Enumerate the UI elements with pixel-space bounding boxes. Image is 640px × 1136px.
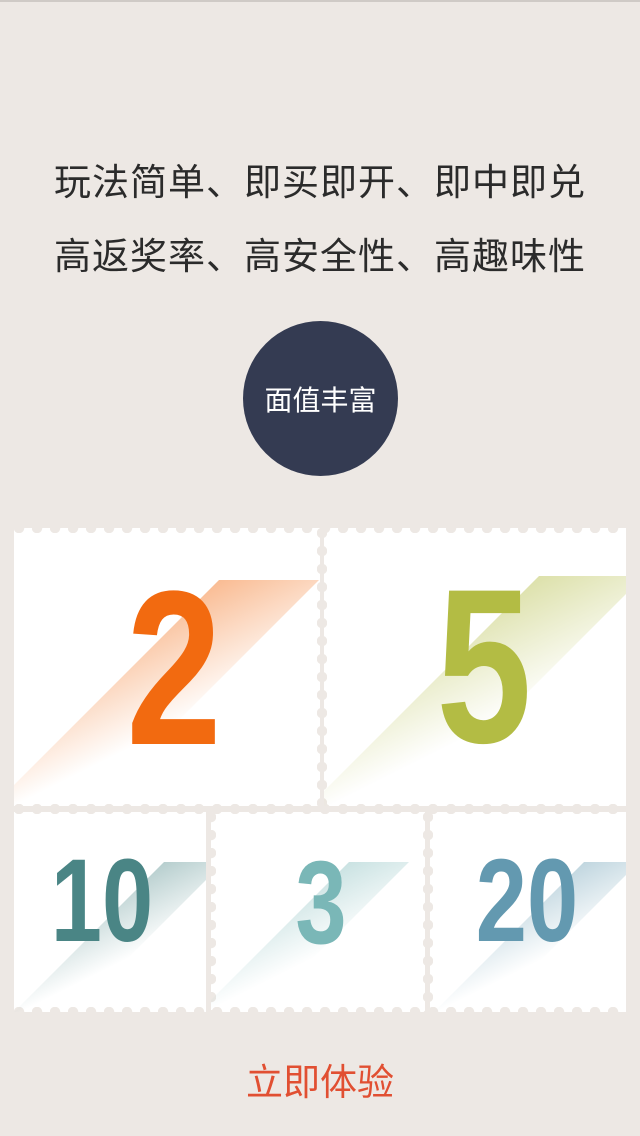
stamp-denomination-5: 5 — [324, 528, 626, 806]
perforation-vertical-top — [317, 528, 327, 808]
top-divider — [0, 0, 640, 2]
perforation-bottom — [14, 1007, 626, 1017]
denomination-value-5: 5 — [436, 543, 532, 789]
denomination-stamps: 2 5 10 3 20 — [14, 523, 626, 1017]
perforation-vertical-bottom-left — [206, 812, 216, 1012]
perforation-vertical-bottom-right — [423, 812, 433, 1012]
stamp-denomination-20: 20 — [430, 812, 626, 1012]
intro-line-2: 高返奖率、高安全性、高趣味性 — [54, 235, 586, 278]
denominations-badge: 面值丰富 — [243, 321, 398, 476]
stamp-denomination-10: 10 — [14, 812, 206, 1012]
denomination-value-20: 20 — [475, 835, 579, 967]
stamp-denomination-3: 3 — [211, 812, 425, 1012]
perforation-middle — [14, 804, 626, 814]
stamp-denomination-2: 2 — [14, 528, 320, 806]
try-now-button[interactable]: 立即体验 — [246, 1061, 394, 1104]
denomination-value-10: 10 — [50, 835, 154, 967]
denomination-value-3: 3 — [295, 837, 347, 969]
intro-line-1: 玩法简单、即买即开、即中即兑 — [54, 161, 586, 204]
badge-label: 面值丰富 — [264, 383, 377, 417]
denomination-value-2: 2 — [126, 545, 222, 791]
